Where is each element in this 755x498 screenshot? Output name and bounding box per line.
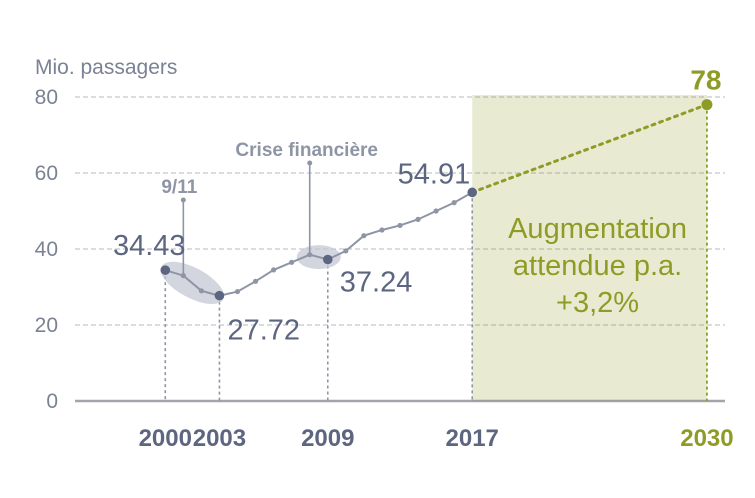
data-point [180,273,186,279]
data-point-key [322,254,333,265]
data-point [307,252,313,258]
y-tick-label: 20 [35,314,58,337]
data-point [397,222,403,229]
y-tick-label: 80 [35,86,58,109]
data-point [433,208,439,214]
projection-line [470,103,709,194]
projection-label: 78 [690,65,721,96]
data-point [198,288,204,294]
data-label: 37.24 [340,266,413,298]
data-point [252,278,259,284]
forecast-text: Augmentation attendue p.a. +3,2% [508,213,687,319]
annotation-dot [307,160,313,166]
x-tick-label: 2030 [680,425,733,452]
data-point [234,288,241,295]
data-point [271,267,277,273]
forecast-line: Augmentation [508,213,687,245]
forecast-region [472,95,707,401]
data-labels: 34.43 27.72 37.24 54.91 [113,158,470,346]
data-point-key [214,290,225,301]
x-tick-label: 2009 [301,425,354,452]
x-tick-label: 2000 [139,425,192,452]
y-axis-label: Mio. passagers [35,56,177,79]
data-label: 34.43 [113,230,186,262]
data-label: 27.72 [227,315,300,347]
y-tick-label: 0 [46,390,58,413]
projection-point [701,99,713,111]
forecast-line: +3,2% [556,287,639,319]
series-points [160,187,478,301]
x-tick-label: 2017 [446,425,499,452]
projection: 78 [470,65,722,194]
drop-lines [164,104,708,401]
y-tick-label: 60 [35,162,58,185]
y-ticks: 0 20 40 60 80 [35,86,58,413]
data-point [361,233,367,239]
annotations: 9/11 Crise financière [161,140,378,276]
data-point-key [467,187,478,198]
data-point [379,227,385,233]
data-point-key [160,265,171,275]
data-label: 54.91 [398,158,471,190]
forecast-line: attendue p.a. [513,250,682,282]
annotation-label: 9/11 [161,177,197,198]
data-point [289,259,295,265]
data-point [415,216,421,222]
annotation-label: Crise financière [235,140,378,161]
y-tick-label: 40 [35,238,58,261]
x-ticks: 2000 2003 2009 2017 2030 [139,425,734,452]
x-tick-label: 2003 [193,425,246,452]
data-point [343,248,349,254]
data-point [451,200,457,206]
annotation-dot [180,197,186,203]
